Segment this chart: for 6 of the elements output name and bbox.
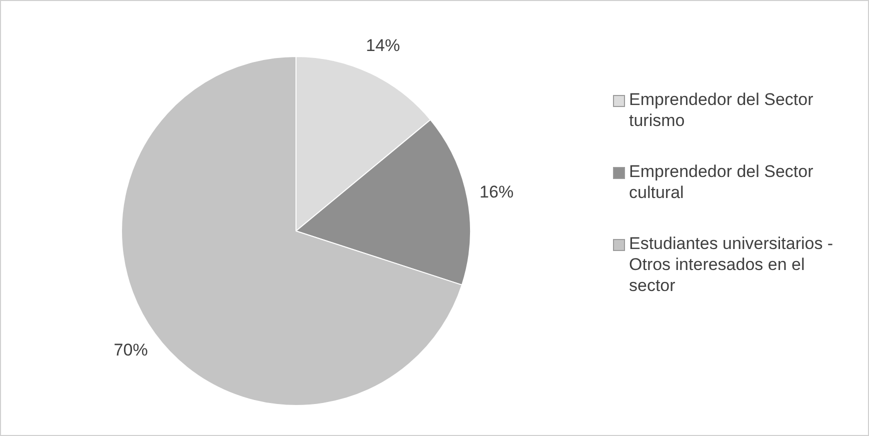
data-label: 14%	[366, 36, 400, 55]
legend-label: Emprendedor del Sector turismo	[629, 89, 814, 131]
legend-label: Emprendedor del Sector cultural	[629, 161, 814, 203]
data-label: 16%	[480, 182, 514, 202]
data-label: 70%	[114, 340, 148, 360]
legend-label: Estudiantes universitarios - Otros interesados en el sector	[629, 233, 834, 296]
